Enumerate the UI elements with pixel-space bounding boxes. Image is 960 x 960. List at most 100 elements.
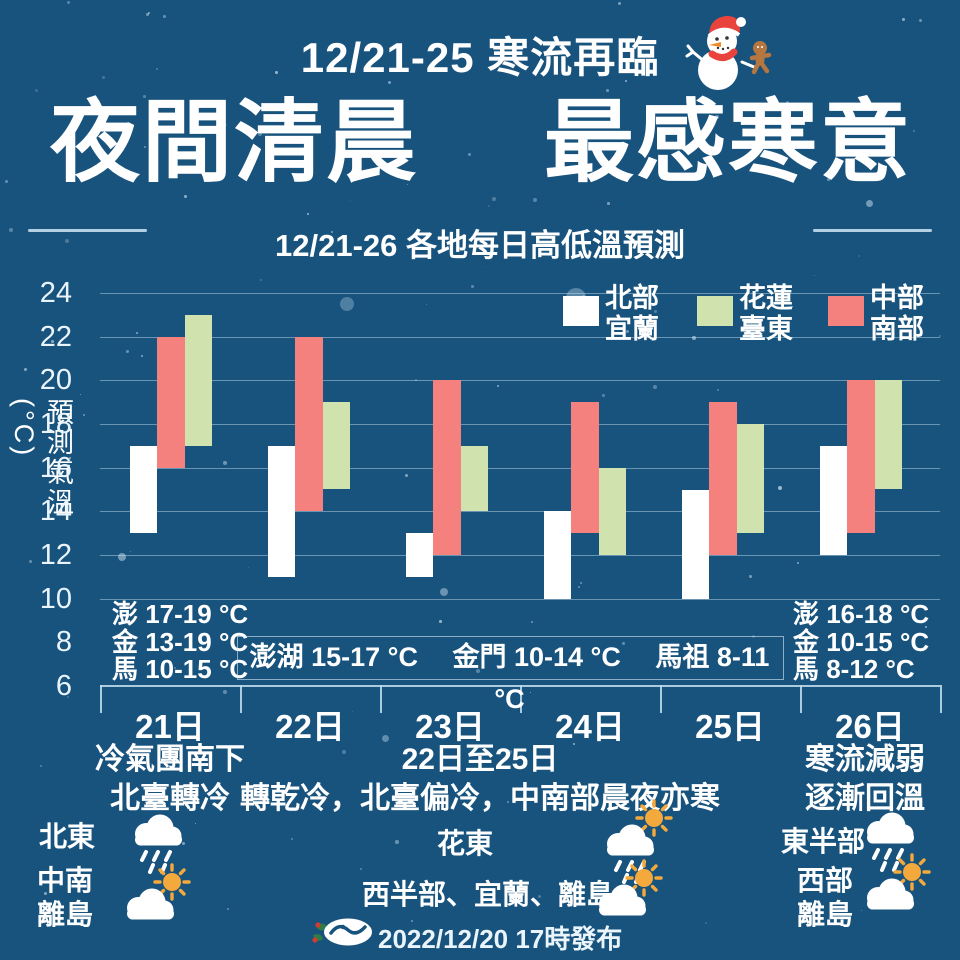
- snow-dot: [258, 132, 262, 136]
- snow-dot: [415, 379, 418, 382]
- range-bar-北部宜蘭: [268, 445, 296, 577]
- x-axis-tick: [380, 685, 382, 713]
- grid-line: [100, 293, 940, 294]
- range-bar-花蓮臺東: [874, 380, 902, 490]
- snow-dot: [471, 285, 474, 288]
- snow-dot: [340, 297, 354, 311]
- snow-dot: [5, 180, 8, 183]
- range-bar-花蓮臺東: [736, 424, 764, 534]
- region-line: 東半部: [780, 826, 865, 857]
- snow-dot: [401, 176, 403, 178]
- snow-dot: [607, 202, 610, 205]
- snow-dot: [573, 743, 575, 745]
- chart-title: 12/21-26 各地每日高低溫預測: [275, 228, 685, 263]
- grid-line: [100, 598, 940, 600]
- snow-dot: [9, 228, 13, 232]
- region-line: 離島: [796, 899, 853, 930]
- snow-dot: [156, 68, 158, 70]
- note-penghu-left: 澎 17-19 °C: [112, 599, 249, 629]
- region-line: 離島: [36, 899, 93, 930]
- snow-dot: [717, 389, 719, 391]
- range-bar-中部南部: [295, 336, 323, 512]
- sun-cloud-icon: [592, 856, 668, 929]
- y-tick-label: 20: [39, 364, 72, 397]
- snow-dot: [705, 922, 707, 924]
- legend-label-花蓮臺東: 花蓮 臺東: [739, 283, 793, 345]
- x-axis-tick: [520, 685, 522, 713]
- snowman-icon: [682, 10, 774, 97]
- legend-swatch-北部宜蘭: [563, 296, 599, 326]
- y-tick-label: 22: [39, 320, 72, 353]
- region-label-east: 花東: [418, 827, 512, 861]
- snow-dot: [458, 834, 460, 836]
- y-tick-label: 12: [39, 539, 72, 571]
- snow-dot: [130, 551, 132, 553]
- snow-dot: [67, 1, 70, 4]
- grid-line: [100, 467, 940, 469]
- snow-dot: [146, 13, 150, 17]
- snow-dot: [405, 474, 409, 478]
- snow-dot: [398, 56, 402, 60]
- range-bar-中部南部: [571, 402, 599, 534]
- snow-dot: [488, 205, 490, 207]
- subtitle-dash-left: [28, 229, 147, 232]
- snow-dot: [143, 95, 147, 99]
- snow-dot: [531, 621, 534, 624]
- snow-dot: [24, 368, 28, 372]
- snow-dot: [602, 394, 606, 398]
- issued-timestamp: 2022/12/20 17時發布: [378, 924, 623, 954]
- annotation-left-line1: 冷氣團南下: [95, 743, 245, 776]
- annotation-right-line1: 寒流減弱: [805, 743, 925, 776]
- note-kinmen-left: 金 13-19 °C: [112, 626, 249, 657]
- legend-label-line: 中部: [870, 283, 924, 313]
- snow-dot: [148, 12, 150, 14]
- legend-label-line: 臺東: [739, 314, 793, 344]
- legend-label-line: 北部: [605, 283, 659, 313]
- snow-dot: [163, 15, 166, 18]
- cwb-logo-icon: [310, 914, 374, 955]
- region-line: 花東: [436, 828, 493, 859]
- snow-dot: [352, 711, 354, 713]
- snow-dot: [925, 626, 928, 629]
- x-axis-label: 25日: [695, 708, 765, 745]
- snow-dot: [342, 750, 346, 754]
- grid-line: [100, 424, 940, 425]
- snow-dot: [793, 838, 802, 847]
- y-tick-label: 10: [39, 582, 72, 615]
- y-tick-label: 8: [55, 626, 72, 659]
- legend-swatch-中部南部: [828, 296, 864, 326]
- snow-dot: [902, 18, 906, 22]
- snow-dot: [174, 667, 176, 669]
- snow-dot: [508, 750, 512, 754]
- subtitle-dash-right: [813, 229, 932, 232]
- snow-dot: [360, 868, 363, 871]
- snow-dot: [136, 332, 139, 335]
- rain-cloud-icon: [858, 804, 920, 883]
- range-bar-北部宜蘭: [682, 489, 710, 599]
- snow-dot: [144, 146, 147, 149]
- snow-dot: [606, 89, 609, 92]
- snow-dot: [411, 920, 413, 922]
- snow-dot: [858, 255, 860, 257]
- annotation-center: 22日至25日 轉乾冷，北臺偏冷，中南部晨夜亦寒: [230, 740, 730, 818]
- range-bar-花蓮臺東: [184, 314, 212, 446]
- snow-dot: [80, 394, 81, 395]
- snow-dot: [382, 735, 389, 742]
- note-penghu-right: 澎 16-18 °C: [793, 599, 930, 629]
- grid-line: [100, 380, 940, 382]
- y-axis-title: 預測氣溫(°C): [9, 398, 73, 518]
- region-label-east-half: 東半部: [776, 825, 870, 859]
- legend-swatch-花蓮臺東: [697, 296, 733, 326]
- page-title: 12/21-25 寒流再臨: [300, 34, 660, 81]
- snow-dot: [29, 560, 32, 563]
- range-bar-花蓮臺東: [460, 445, 488, 512]
- annotation-center-line1: 22日至25日: [401, 743, 559, 776]
- snow-dot: [612, 648, 616, 652]
- snow-dot: [797, 562, 799, 564]
- x-axis-tick: [100, 685, 102, 713]
- snow-dot: [460, 825, 462, 827]
- x-axis-label: 26日: [835, 708, 905, 745]
- headline-right: 最感寒意: [544, 93, 912, 193]
- snow-dot: [749, 575, 752, 578]
